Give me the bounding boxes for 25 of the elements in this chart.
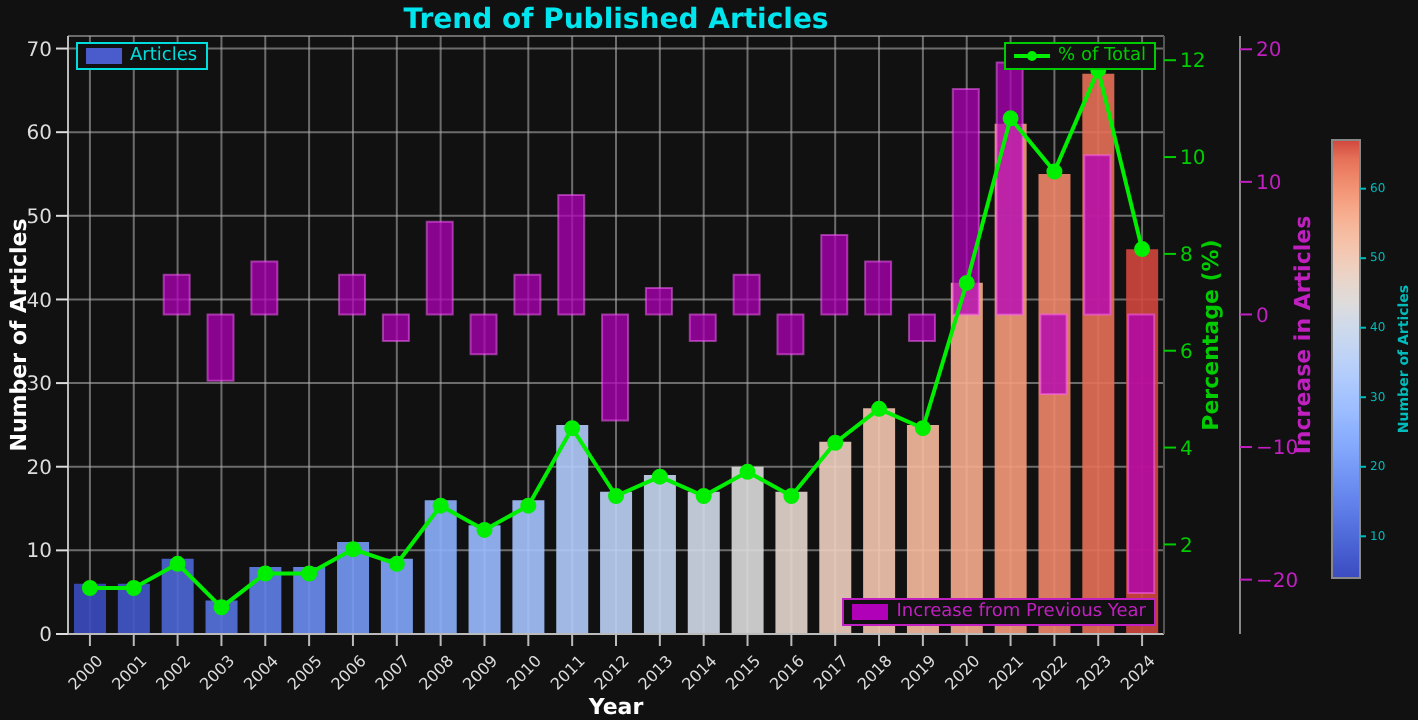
- y3-tick-label: −10: [1256, 438, 1299, 461]
- x-axis-title: Year: [586, 694, 645, 720]
- y2-tick-label: 4: [1180, 438, 1193, 461]
- chart-title: Trend of Published Articles: [403, 4, 829, 36]
- y2-tick-label: 6: [1180, 341, 1193, 364]
- y2-axis-title: Percentage (%): [1198, 239, 1225, 431]
- y3-tick-label: 0: [1256, 305, 1269, 328]
- y-tick-label: 10: [26, 541, 52, 564]
- legend-label: Increase from Previous Year: [896, 602, 1146, 622]
- y2-tick-label: 12: [1180, 51, 1206, 74]
- y3-tick-label: 20: [1256, 40, 1282, 63]
- y-tick-label: 20: [26, 457, 52, 480]
- y-tick-label: 60: [26, 123, 52, 146]
- y3-tick-label: 10: [1256, 172, 1282, 195]
- y-tick-label: 40: [26, 290, 52, 313]
- y-tick-label: 70: [26, 39, 52, 62]
- y3-tick-label: −20: [1256, 570, 1299, 593]
- y-tick-label: 0: [39, 625, 52, 648]
- legend-label: % of Total: [1058, 46, 1146, 66]
- y2-tick-label: 10: [1180, 148, 1206, 171]
- y2-tick-label: 8: [1180, 244, 1193, 267]
- legend-label: Articles: [130, 46, 198, 66]
- y-tick-label: 30: [26, 374, 52, 397]
- y-tick-label: 50: [26, 206, 52, 229]
- y2-tick-label: 2: [1180, 535, 1193, 558]
